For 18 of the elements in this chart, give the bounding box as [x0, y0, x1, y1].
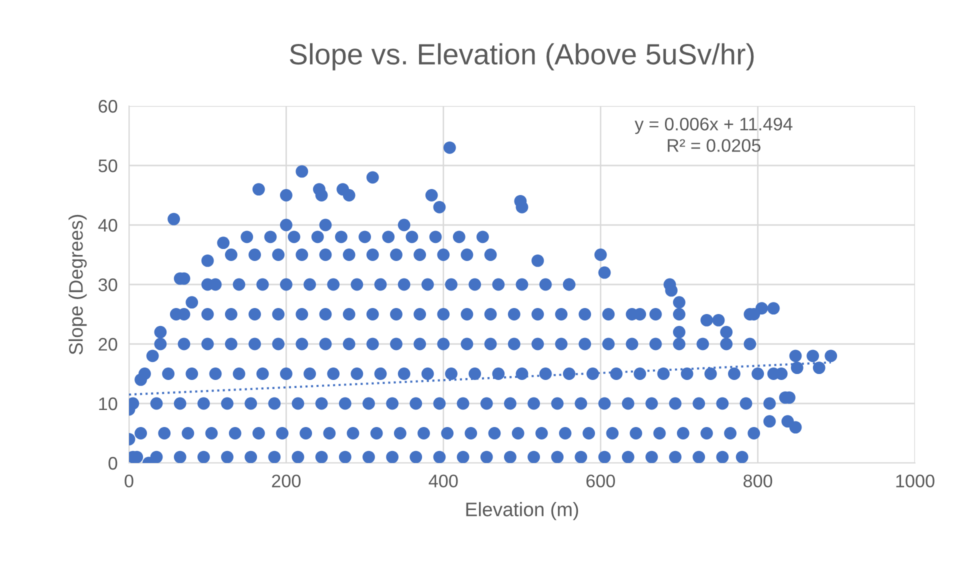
x-tick-label: 600 [586, 474, 615, 488]
y-tick-label: 10 [99, 397, 118, 410]
x-tick-label: 0 [124, 474, 134, 488]
chart-title: Slope vs. Elevation (Above 5uSv/hr) [290, 43, 754, 70]
annotation: y = 0.006x + 11.494 [634, 118, 792, 134]
x-tick-label: 1000 [896, 474, 934, 488]
y-tick-label: 20 [98, 338, 118, 351]
y-tick-label: 60 [98, 100, 118, 113]
y-tick-label: 0 [108, 456, 118, 470]
x-tick-label: 800 [744, 474, 772, 488]
x-tick-label: 400 [428, 474, 458, 488]
y-tick-label: 50 [98, 159, 118, 172]
x-tick-label: 200 [272, 474, 301, 488]
x-axis-title: Elevation (m) [466, 502, 578, 520]
annotation: R² = 0.0205 [668, 139, 760, 152]
y-axis-title: Slope (Degrees) [68, 214, 87, 354]
y-tick-label: 30 [98, 278, 118, 292]
y-tick-label: 40 [98, 218, 118, 232]
